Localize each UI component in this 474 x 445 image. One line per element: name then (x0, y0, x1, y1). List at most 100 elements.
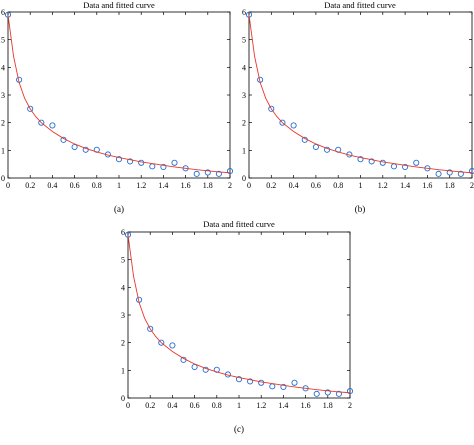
y-tick-label-a: 6 (1, 8, 5, 17)
chart-title-b: Data and fitted curve (324, 0, 396, 10)
x-tick-label-b: 1.2 (378, 181, 388, 190)
x-tick-label-c: 0.6 (190, 401, 200, 410)
y-tick-label-b: 3 (242, 91, 246, 100)
data-point-a (215, 170, 222, 177)
y-tick-label-b: 5 (242, 36, 246, 45)
x-tick-label-b: 1.8 (445, 181, 455, 190)
data-point-a (82, 146, 89, 153)
y-tick-label-b: 6 (242, 8, 246, 17)
x-tick-label-b: 0.2 (266, 181, 276, 190)
data-point-a (38, 119, 45, 126)
y-tick-label-a: 2 (1, 119, 5, 128)
data-point-a (71, 143, 78, 151)
data-point-b (457, 170, 464, 177)
x-tick-label-b: 1 (359, 181, 363, 190)
x-tick-label-a: 1.2 (136, 181, 146, 190)
panel-label-b: (b) (355, 204, 366, 214)
data-point-c (324, 389, 331, 396)
data-point-a (226, 168, 234, 175)
y-tick-label-b: 0 (242, 174, 246, 183)
data-point-a (138, 159, 145, 166)
y-tick-label-a: 4 (1, 63, 5, 72)
panel-b: Data and fitted curve (b) 0 0.2 0.4 0.6 0.8 1… (242, 0, 474, 214)
fitted-curve-a (7, 14, 231, 174)
data-point-a (193, 170, 200, 177)
panel-label-a: (a) (114, 204, 124, 214)
data-point-b (290, 122, 297, 129)
data-point-c (247, 378, 254, 385)
panel-label-c: (c) (234, 424, 244, 434)
data-point-a (149, 163, 156, 170)
data-point-c (291, 379, 298, 386)
y-tick-label-c: 2 (121, 339, 125, 348)
data-point-b (390, 163, 398, 170)
y-tick-label-c: 0 (121, 394, 125, 403)
data-point-c (235, 376, 243, 383)
data-point-c (169, 342, 176, 349)
x-tick-label-c: 0.4 (167, 401, 177, 410)
data-point-c (258, 379, 265, 386)
data-point-c (202, 366, 209, 373)
y-tick-label-b: 4 (242, 63, 246, 72)
x-tick-label-b: 0 (247, 181, 251, 190)
plot-frame-b (248, 11, 473, 179)
x-tick-label-a: 0 (6, 181, 10, 190)
x-tick-label-b: 0.4 (289, 181, 299, 190)
y-tick-label-b: 1 (242, 146, 246, 155)
y-tick-label-c: 3 (121, 311, 125, 320)
y-tick-label-a: 5 (1, 36, 5, 45)
y-tick-label-c: 1 (121, 366, 125, 375)
x-tick-label-c: 2 (348, 401, 352, 410)
x-tick-label-a: 0.4 (47, 181, 57, 190)
y-tick-label-c: 4 (121, 283, 125, 292)
x-tick-label-b: 2 (470, 181, 474, 190)
data-point-a (171, 159, 178, 166)
data-point-c (313, 390, 320, 397)
x-tick-label-c: 0.8 (212, 401, 222, 410)
data-point-b (402, 163, 409, 170)
data-point-b (268, 105, 275, 112)
data-point-c (191, 363, 198, 371)
x-tick-label-c: 1 (237, 401, 241, 410)
x-tick-label-c: 1.8 (323, 401, 333, 410)
x-tick-label-a: 1.4 (158, 181, 168, 190)
x-tick-label-c: 0.2 (145, 401, 155, 410)
x-tick-label-c: 1.4 (278, 401, 288, 410)
y-tick-label-c: 6 (121, 228, 125, 237)
plot-frame-a (7, 11, 231, 179)
data-point-b (323, 146, 331, 153)
data-point-a (160, 163, 167, 170)
plot-frame-c (127, 231, 351, 399)
data-point-c (346, 388, 354, 395)
x-tick-label-b: 1.6 (422, 181, 432, 190)
x-tick-label-a: 1 (117, 181, 121, 190)
y-tick-label-a: 1 (1, 146, 5, 155)
x-tick-label-c: 1.6 (301, 401, 311, 410)
x-tick-label-b: 1.4 (400, 181, 410, 190)
panel-a: Data and fitted curve (a) 0 0.2 0.4 0.6 0.8 1… (1, 0, 234, 214)
data-point-a (27, 105, 34, 112)
data-point-b (312, 143, 319, 151)
data-point-b (357, 156, 364, 163)
data-point-a (115, 156, 123, 163)
x-tick-label-a: 2 (228, 181, 232, 190)
data-point-b (413, 159, 420, 166)
data-point-a (127, 158, 134, 165)
data-point-b (279, 119, 286, 126)
fitted-curve-b (248, 14, 473, 174)
data-point-c (335, 390, 342, 397)
data-point-b (435, 170, 442, 177)
y-tick-label-b: 2 (242, 119, 246, 128)
x-tick-label-b: 0.8 (333, 181, 343, 190)
data-point-c (269, 383, 276, 390)
x-tick-label-a: 0.8 (92, 181, 102, 190)
data-point-b (468, 168, 474, 175)
chart-title-c: Data and fitted curve (203, 219, 275, 229)
data-point-c (158, 339, 165, 346)
data-point-b (368, 158, 375, 165)
data-point-a (204, 169, 211, 176)
data-point-c (280, 383, 287, 390)
data-point-b (379, 159, 386, 166)
y-tick-label-a: 3 (1, 91, 5, 100)
